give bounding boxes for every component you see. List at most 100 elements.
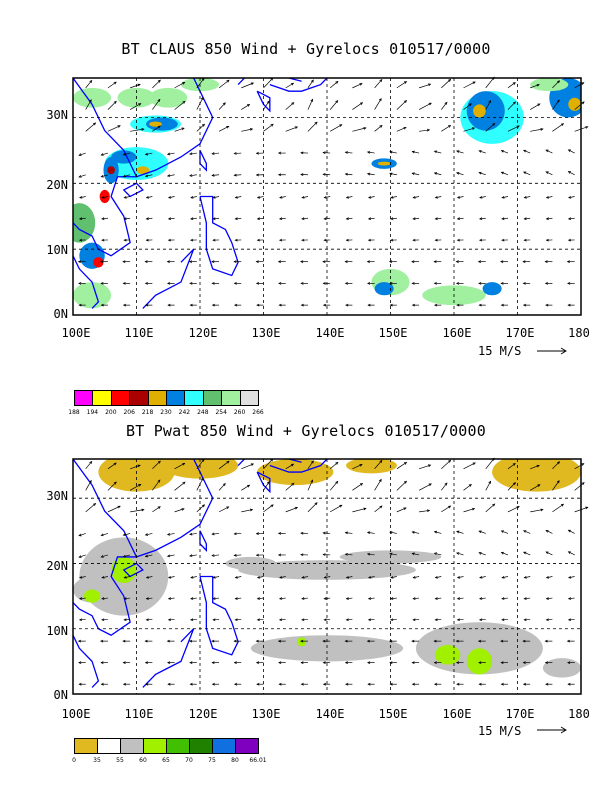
- panel2-wind-arrowhead: [378, 478, 382, 482]
- panel1-legend-label: 248: [197, 409, 209, 416]
- panel1-wind-arrowhead: [344, 260, 348, 264]
- panel2-wind-arrow: [241, 484, 250, 491]
- panel1-wind-arrow: [479, 172, 486, 176]
- panel1-legend-label: 266: [252, 409, 264, 416]
- panel2-wind-arrowhead: [233, 553, 237, 557]
- panel1-lat-10n: 10N: [46, 243, 68, 257]
- panel2-wind-arrow: [263, 481, 270, 491]
- panel1-wind-arrow: [418, 102, 432, 110]
- panel1-wind-arrowhead: [100, 303, 104, 307]
- panel1-wind-arrow: [552, 123, 564, 132]
- panel2-lat-0n: 0N: [53, 688, 68, 702]
- panel2-wind-arrow: [85, 480, 92, 491]
- panel2-wind-arrowhead: [560, 503, 565, 507]
- panel1-wind-arrow: [413, 217, 420, 220]
- panel1-wind-arrowhead: [389, 172, 393, 176]
- panel2-wind-arrowhead: [166, 639, 170, 643]
- panel2-wind-arrow: [124, 597, 131, 600]
- panel1-wind-arrowhead: [301, 195, 305, 199]
- panel2-wind-arrow: [463, 462, 476, 470]
- panel1-wind-arrowhead: [300, 260, 304, 264]
- panel2-wind-arrow: [307, 480, 313, 491]
- panel1-wind-arrowhead: [477, 260, 482, 264]
- panel1-legend-swatch: [147, 390, 167, 406]
- panel2-wind-arrowhead: [301, 618, 305, 622]
- panel2-wind-arrowhead: [145, 575, 150, 579]
- panel2-legend-swatch: [166, 738, 190, 754]
- panel1-wind-arrowhead: [266, 100, 270, 104]
- panel1-wind-arrowhead: [322, 151, 326, 155]
- panel1-wind-arrowhead: [226, 125, 230, 129]
- panel2-wind-arrowhead: [523, 551, 527, 555]
- panel2-lon-100e: 100E: [61, 707, 91, 721]
- panel2-wind-arrowhead: [157, 479, 161, 483]
- panel1-wind-arrowhead: [403, 126, 407, 130]
- panel2-wind-arrowhead: [166, 532, 171, 536]
- panel2-wind-arrow: [190, 576, 197, 579]
- panel2-wind-arrow: [419, 510, 430, 513]
- panel1-wind-arrowhead: [233, 281, 237, 285]
- panel1-wind-arrowhead: [545, 303, 549, 307]
- panel1-wind-arrowhead: [137, 83, 141, 87]
- panel2-wind-arrow: [507, 506, 520, 513]
- panel1-legend-label: 230: [160, 409, 172, 416]
- panel1-wind-arrow: [174, 82, 185, 89]
- panel1-wind-arrow: [241, 104, 250, 110]
- panel2-wind-arrowhead: [249, 508, 254, 512]
- panel1-wind-arrowhead: [367, 238, 372, 242]
- panel1-wind-arrowhead: [123, 238, 127, 242]
- panel1-legend-swatch: [92, 390, 112, 406]
- panel1-coastlines: [73, 78, 328, 309]
- panel1-wind-arrowhead: [101, 195, 105, 199]
- panel1-wind-arrowhead: [279, 195, 283, 199]
- panel2-wind-arrowhead: [390, 597, 394, 600]
- panel1-wind-arrowhead: [190, 217, 194, 221]
- panel1-wind-arrowhead: [188, 260, 193, 264]
- panel2-wind-arrow: [545, 530, 553, 534]
- panel1-wind-arrow: [545, 171, 553, 176]
- panel2-wind-arrowhead: [278, 661, 282, 665]
- panel2-wind-arrowhead: [523, 530, 527, 533]
- panel1-wind-arrowhead: [277, 173, 282, 177]
- panel1-wind-arrow: [456, 172, 464, 176]
- panel2-wind-arrow: [124, 576, 131, 579]
- panel1-wind-arrowhead: [113, 100, 117, 104]
- panel1-wind-arrowhead: [567, 238, 572, 242]
- panel2-wind-arrow: [413, 597, 420, 600]
- panel1-legend-label: 200: [105, 409, 117, 416]
- panel2-wind-arrow: [218, 460, 230, 470]
- panel1-wind-arrowhead: [366, 150, 371, 154]
- panel1-shade-cell: [99, 189, 110, 204]
- panel2-wind-arrowhead: [93, 503, 97, 506]
- panel2-wind-arrowhead: [455, 661, 460, 665]
- panel1-wind-arrowhead: [412, 195, 416, 199]
- panel2-wind-arrow: [79, 597, 86, 600]
- panel1-wind-arrowhead: [390, 195, 394, 199]
- panel2-wind-arrowhead: [522, 639, 526, 643]
- panel1-wind-arrowhead: [367, 303, 371, 307]
- panel1-wind-arrowhead: [157, 125, 161, 129]
- panel2-lon-110e: 110E: [124, 707, 154, 721]
- panel1-wind-arrow: [345, 151, 353, 154]
- panel2-wind-arrow: [456, 552, 464, 556]
- panel2-wind-arrow: [574, 482, 585, 491]
- panel1-wind-arrowhead: [190, 238, 194, 242]
- panel1-wind-arrow: [78, 152, 86, 156]
- panel2-wind-arrowhead: [301, 575, 305, 579]
- panel2-wind-arrowhead: [212, 618, 216, 622]
- panel2-wind-arrow: [413, 576, 420, 579]
- panel1-wind-arrowhead: [512, 82, 516, 85]
- panel1-wind-arrowhead: [522, 260, 526, 264]
- panel2-wind-arrow: [190, 597, 197, 600]
- panel1-wind-arrow: [485, 123, 495, 132]
- panel1-legend-label: 260: [233, 409, 246, 416]
- panel1-wind-arrowhead: [310, 98, 314, 102]
- panel1-wind-arrow: [263, 100, 270, 110]
- panel1-wind-arrowhead: [211, 303, 215, 307]
- panel2-legend-label: 70: [185, 757, 193, 764]
- panel2-wind-arrowhead: [478, 530, 482, 534]
- panel2-wind-arrow: [523, 530, 531, 534]
- panel1-wind-arrow: [396, 127, 407, 132]
- panel2-wind-arrowhead: [434, 597, 438, 600]
- panel1-wind-arrowhead: [456, 217, 461, 221]
